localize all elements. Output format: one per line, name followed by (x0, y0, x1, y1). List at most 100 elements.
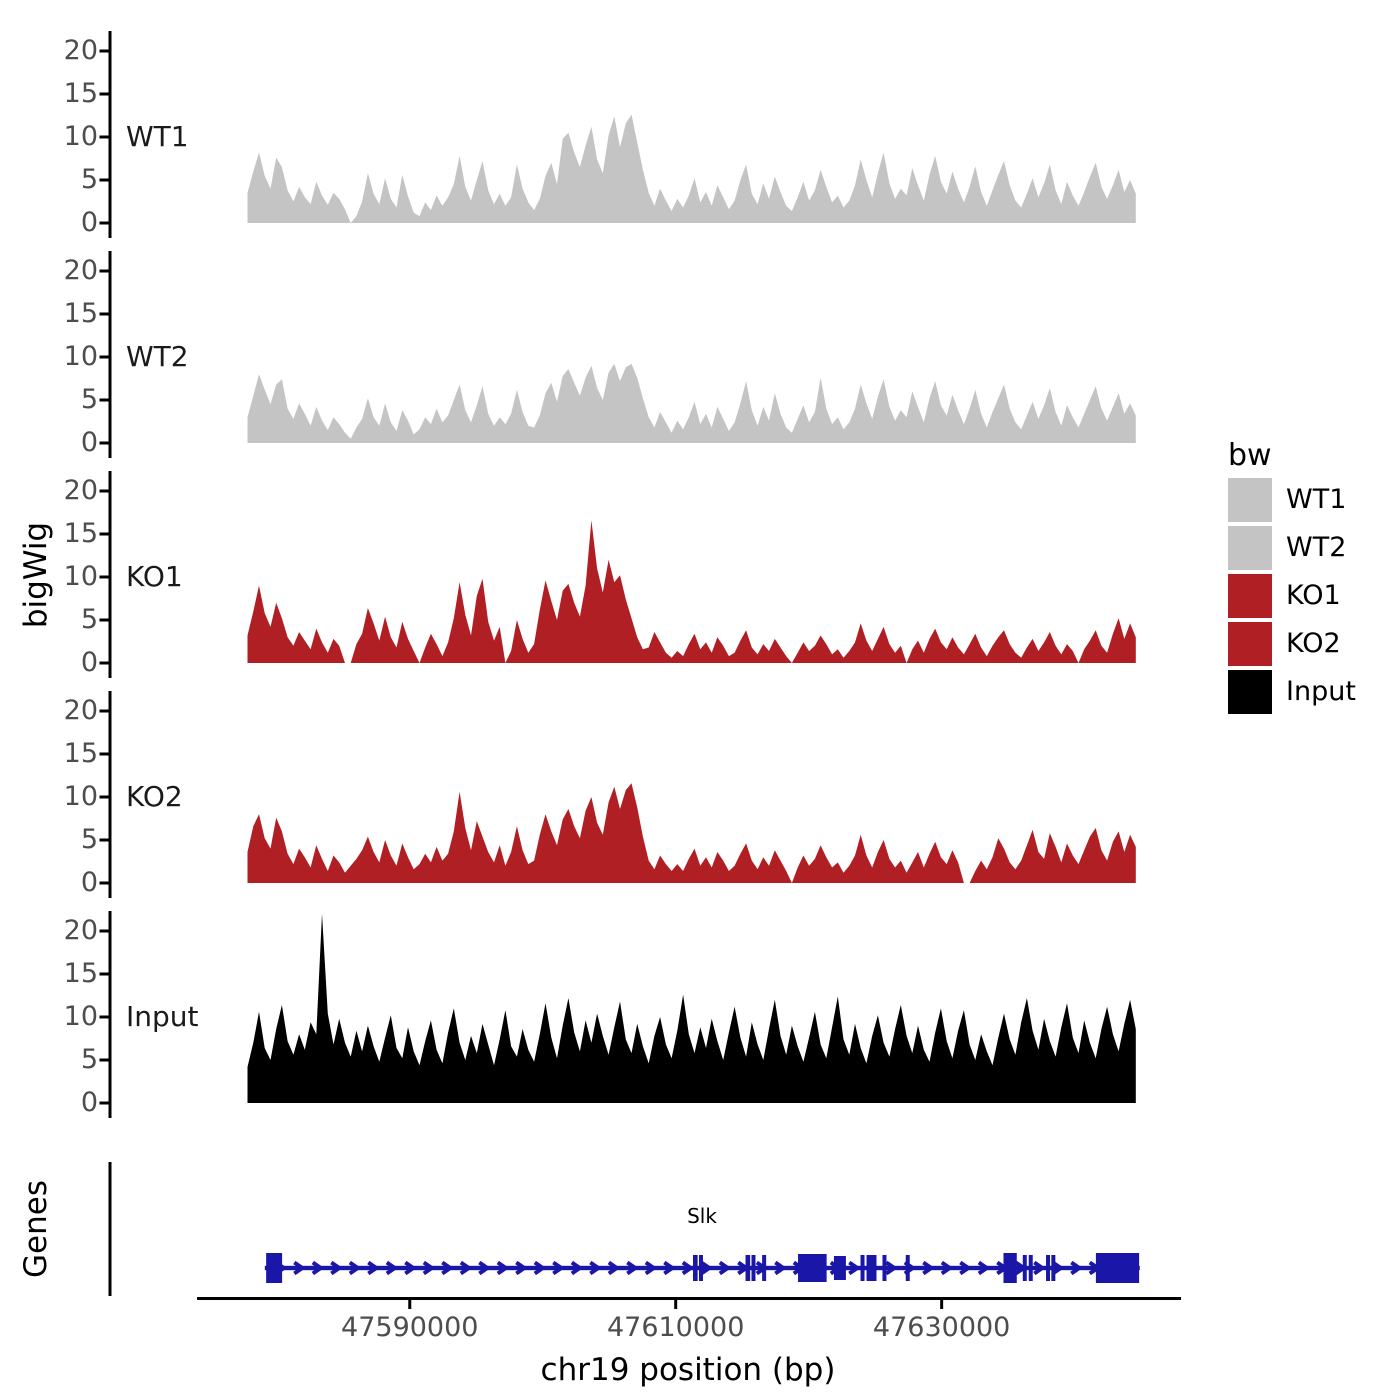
legend-title: bw (1228, 438, 1272, 473)
gene-strand-arrow (570, 1260, 584, 1276)
gene-strand-arrow (404, 1260, 417, 1276)
gene-strand-arrow (681, 1260, 695, 1276)
y-tick (99, 838, 109, 842)
y-tick (99, 532, 109, 536)
gene-strand-arrow (922, 1260, 935, 1276)
gene-strand-arrow (644, 1260, 658, 1276)
y-tick-label: 15 (63, 518, 98, 549)
gene-strand-arrow (718, 1260, 732, 1276)
gene-strand-arrow (478, 1260, 491, 1276)
gene-name-label: Slk (687, 1204, 717, 1228)
y-tick (99, 269, 109, 273)
y-tick (99, 881, 109, 885)
track-label-KO1: KO1 (126, 560, 183, 593)
y-tick-label: 20 (63, 915, 98, 946)
gene-strand-arrow (1070, 1260, 1083, 1276)
genes-axis-line (108, 1162, 112, 1296)
y-axis-line (108, 471, 112, 678)
gene-strand-arrow (552, 1260, 565, 1276)
gene-exon (905, 1255, 910, 1281)
y-axis-line (108, 31, 112, 238)
y-tick-label: 15 (63, 738, 98, 769)
legend-swatch-KO2 (1228, 622, 1272, 666)
track-label-WT2: WT2 (126, 340, 189, 373)
coverage-area-WT1 (247, 114, 1136, 223)
y-tick-label: 10 (63, 121, 98, 152)
legend-entry-label: KO2 (1286, 628, 1341, 659)
y-tick-label: 10 (63, 1001, 98, 1032)
y-tick (99, 398, 109, 402)
gene-strand-arrow (515, 1260, 528, 1276)
gene-strand-arrow (607, 1260, 621, 1276)
coverage-area-KO2 (247, 783, 1136, 883)
gene-strand-arrow (977, 1260, 991, 1276)
gene-exon (860, 1255, 865, 1281)
gene-exon (1003, 1253, 1017, 1283)
y-tick (99, 178, 109, 182)
legend-entry-label: WT2 (1286, 532, 1347, 563)
gene-strand-arrow (293, 1260, 306, 1276)
y-tick-label: 10 (63, 781, 98, 812)
coverage-area-Input (247, 913, 1136, 1103)
gene-exon (1028, 1255, 1033, 1281)
y-tick-label: 0 (80, 867, 98, 898)
gene-exon (798, 1254, 827, 1282)
gene-exon (698, 1255, 703, 1281)
y-tick (99, 49, 109, 53)
y-tick (99, 929, 109, 933)
gene-exon (1095, 1253, 1140, 1283)
gene-exon (692, 1255, 698, 1281)
y-tick-label: 0 (80, 647, 98, 678)
gene-strand-arrow (1033, 1260, 1046, 1276)
y-tick (99, 92, 109, 96)
gene-strand-arrow (848, 1260, 861, 1276)
legend-swatch-WT2 (1228, 526, 1272, 570)
gene-exon (882, 1255, 887, 1281)
legend-swatch-Input (1228, 670, 1272, 714)
gene-strand-arrow (700, 1260, 713, 1276)
legend-entry-label: KO1 (1286, 580, 1341, 611)
y-axis-line (108, 251, 112, 458)
y-tick (99, 221, 109, 225)
gene-exon (751, 1255, 756, 1281)
y-tick-label: 5 (80, 824, 98, 855)
y-tick (99, 135, 109, 139)
y-tick-label: 20 (63, 35, 98, 66)
gene-strand-arrow (774, 1260, 787, 1276)
y-tick-label: 10 (63, 341, 98, 372)
gene-strand-arrow (367, 1260, 380, 1276)
y-tick-label: 5 (80, 1044, 98, 1075)
gene-strand-arrow (589, 1260, 602, 1276)
y-tick (99, 752, 109, 756)
y-tick (99, 618, 109, 622)
y-tick (99, 661, 109, 665)
y-tick (99, 312, 109, 316)
y-tick (99, 575, 109, 579)
track-label-Input: Input (126, 1000, 199, 1033)
y-tick-label: 0 (80, 1087, 98, 1118)
x-axis-title: chr19 position (bp) (540, 1352, 836, 1388)
y-axis-line (108, 691, 112, 898)
x-tick-label: 47590000 (341, 1312, 479, 1343)
y-tick (99, 355, 109, 359)
y-tick-label: 20 (63, 695, 98, 726)
legend-entry-label: Input (1286, 676, 1356, 707)
gene-strand-arrow (311, 1260, 325, 1276)
y-tick-label: 0 (80, 207, 98, 238)
y-tick-label: 15 (63, 958, 98, 989)
gene-strand-arrow (422, 1260, 436, 1276)
y-tick-label: 15 (63, 298, 98, 329)
gene-strand-arrow (663, 1260, 676, 1276)
gene-exon (1046, 1255, 1051, 1281)
gene-strand-arrow (441, 1260, 454, 1276)
y-tick (99, 709, 109, 713)
y-tick-label: 5 (80, 604, 98, 635)
genes-panel-title: Genes (18, 1180, 54, 1278)
y-tick-label: 20 (63, 255, 98, 286)
y-tick (99, 489, 109, 493)
x-tick (940, 1300, 944, 1309)
y-tick (99, 795, 109, 799)
x-tick (408, 1300, 412, 1309)
